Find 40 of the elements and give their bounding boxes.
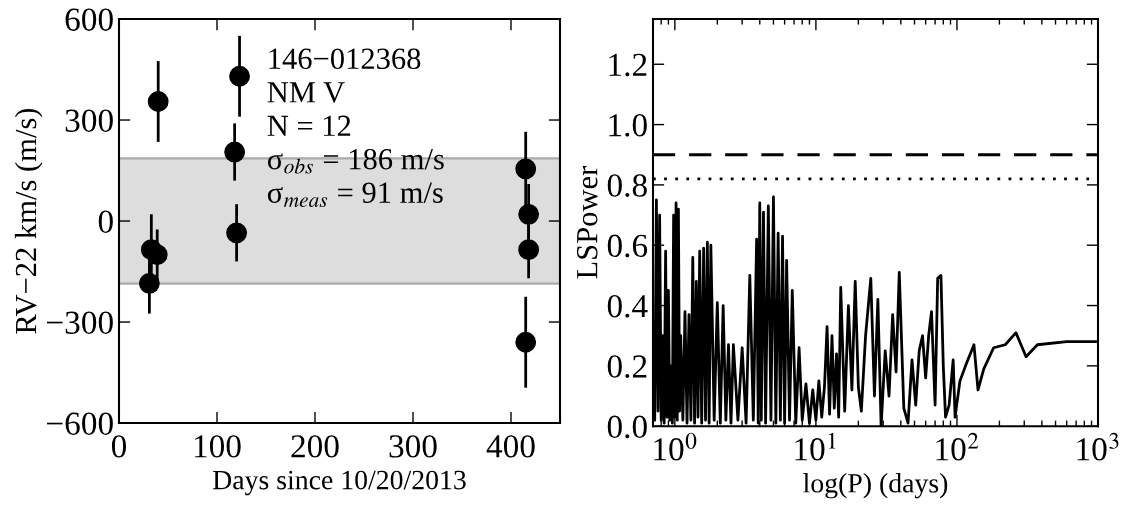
y-tick-label: 300 xyxy=(65,109,113,132)
x-tick-label: 100 xyxy=(194,435,241,458)
point xyxy=(229,65,250,87)
x-tick-label: 0 xyxy=(111,435,127,458)
point xyxy=(518,203,540,225)
point xyxy=(518,239,540,261)
annotation: N = 12 xyxy=(267,115,351,136)
annotation: NM V xyxy=(267,82,345,103)
y-tick-label: 600 xyxy=(65,8,113,31)
x-axis-title: Days since 10/20/2013 xyxy=(213,470,466,496)
point xyxy=(224,141,246,163)
x-tick-label: 10$^{0}$ xyxy=(654,432,697,461)
y-axis-title: RV−22 km/s (m/s) xyxy=(14,108,43,334)
x-tick-label: 10$^{1}$ xyxy=(795,432,836,461)
x-tick-label: 200 xyxy=(291,435,339,458)
annotation: 146−012368 xyxy=(269,48,421,70)
y-tick-label: 0.6 xyxy=(607,234,648,258)
point xyxy=(226,222,248,244)
y-tick-label: 1.0 xyxy=(609,113,647,137)
x-tick-label: 10$^{2}$ xyxy=(936,432,979,461)
point xyxy=(147,91,169,112)
y-tick-label: −300 xyxy=(47,311,113,334)
point xyxy=(515,158,537,180)
y-tick-label: 0.8 xyxy=(607,174,647,197)
y-axis-title: LSPower xyxy=(576,166,598,279)
x-tick-label: 300 xyxy=(389,435,437,458)
annotation: σ$_{obs}$ = 186 m/s xyxy=(267,148,444,174)
x-tick-label: 10$^{3}$ xyxy=(1077,432,1119,461)
x-tick-label: 400 xyxy=(486,435,535,458)
x-axis-title: log(P) (days) xyxy=(803,473,948,499)
y-tick-label: 0 xyxy=(98,210,113,233)
y-tick-label: 0.4 xyxy=(607,294,648,318)
point xyxy=(138,272,160,294)
y-tick-label: 0.0 xyxy=(607,415,647,439)
annotation: σ$_{meas}$ = 91 m/s xyxy=(267,182,443,208)
point xyxy=(515,331,537,353)
point xyxy=(146,244,168,266)
y-tick-label: 0.2 xyxy=(607,355,647,378)
y-tick-label: −600 xyxy=(47,412,113,435)
y-tick-label: 1.2 xyxy=(609,53,647,77)
